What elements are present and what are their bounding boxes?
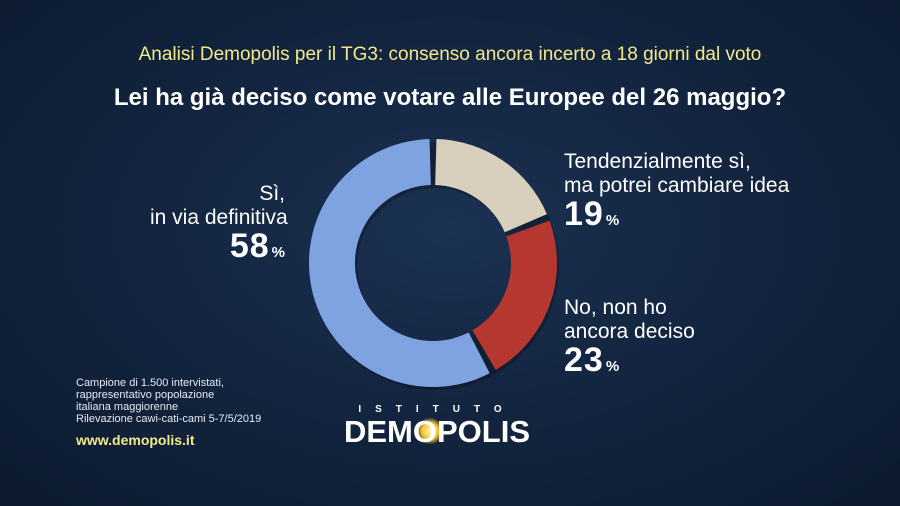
logo-sun-icon	[417, 418, 443, 444]
label-no-line2: ancora deciso	[564, 320, 695, 343]
label-no-percent: 23%	[564, 343, 695, 379]
percent-sign-maybe: %	[605, 212, 620, 229]
label-maybe-line2: ma potrei cambiare idea	[564, 174, 790, 197]
website-link[interactable]: www.demopolis.it	[76, 432, 195, 448]
slice-not-decided	[472, 220, 557, 370]
label-not-decided: No, non ho ancora deciso 23%	[564, 296, 695, 379]
demopolis-logo: ISTITUTO DEMOPOLIS	[306, 404, 568, 450]
value-no: 23	[564, 341, 604, 379]
slice-yes-definitive	[308, 139, 490, 388]
label-maybe-percent: 19%	[564, 197, 789, 233]
note-line: Rilevazione cawi-cati-cami 5-7/5/2019	[76, 413, 262, 425]
percent-sign-yes: %	[271, 244, 285, 261]
label-yes-line2: in via definitiva	[150, 206, 288, 229]
percent-sign-no: %	[605, 358, 620, 375]
value-maybe: 19	[564, 195, 604, 233]
label-maybe-line1: Tendenzialmente sì,	[564, 150, 751, 173]
logo-main-text: DEMOPOLIS	[343, 414, 530, 449]
label-yes-definitive: Sì, in via definitiva 58%	[150, 182, 288, 265]
chart-title: Lei ha già deciso come votare alle Europ…	[113, 84, 787, 111]
note-line: rappresentativo popolazione	[76, 389, 215, 401]
logo-top-text: ISTITUTO	[358, 404, 516, 415]
note-line: Campione di 1.500 intervistati,	[76, 377, 224, 389]
value-yes: 58	[229, 227, 270, 265]
methodology-note: Campione di 1.500 intervistati, rapprese…	[76, 377, 261, 425]
note-line: italiana maggiorenne	[76, 401, 179, 413]
chart-subtitle: Analisi Demopolis per il TG3: consenso a…	[138, 44, 762, 65]
label-yes-percent: 58%	[150, 229, 285, 265]
label-tendentially-yes: Tendenzialmente sì, ma potrei cambiare i…	[564, 150, 789, 233]
label-yes-line1: Sì,	[259, 182, 285, 205]
slice-tendentially-yes	[435, 139, 547, 233]
label-no-line1: No, non ho	[564, 296, 667, 319]
